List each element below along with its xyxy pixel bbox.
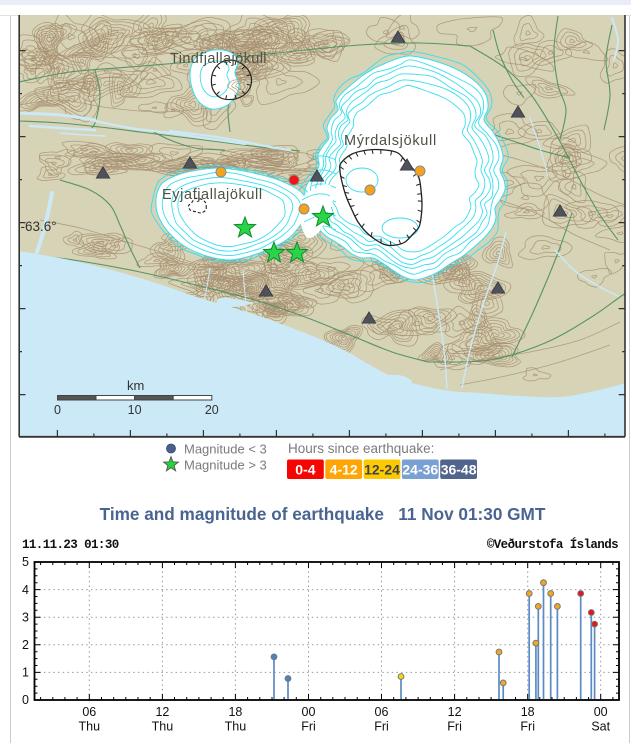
svg-text:Fri: Fri	[447, 720, 462, 734]
svg-text:5: 5	[22, 555, 29, 569]
svg-text:©Veðurstofa Íslands: ©Veðurstofa Íslands	[487, 537, 618, 552]
svg-text:2: 2	[22, 638, 29, 652]
svg-text:km: km	[127, 378, 144, 393]
svg-text:4-12: 4-12	[330, 462, 358, 478]
svg-text:Tindfjallajökull: Tindfjallajökull	[170, 51, 267, 67]
svg-text:00: 00	[594, 705, 608, 719]
svg-text:Sat: Sat	[591, 720, 610, 734]
svg-text:Thu: Thu	[225, 720, 247, 734]
svg-text:10: 10	[128, 403, 142, 417]
svg-text:0-4: 0-4	[295, 462, 315, 478]
svg-text:4: 4	[22, 583, 29, 597]
svg-text:1: 1	[22, 666, 29, 680]
svg-text:18: 18	[521, 705, 535, 719]
svg-text:Fri: Fri	[374, 720, 389, 734]
svg-text:-63.6°: -63.6°	[21, 219, 57, 234]
svg-text:20: 20	[205, 403, 219, 417]
svg-text:Magnitude > 3: Magnitude > 3	[184, 458, 267, 473]
svg-text:Fri: Fri	[301, 720, 316, 734]
svg-text:Eyjafjallajökull: Eyjafjallajökull	[162, 187, 263, 203]
svg-text:Hours since earthquake:: Hours since earthquake:	[288, 441, 434, 456]
svg-text:Time and magnitude of earthqua: Time and magnitude of earthquake 11 Nov …	[100, 504, 546, 524]
svg-text:Thu: Thu	[152, 720, 174, 734]
svg-text:12: 12	[155, 705, 169, 719]
svg-text:0: 0	[54, 403, 61, 417]
svg-text:0: 0	[22, 693, 29, 707]
svg-text:24-36: 24-36	[402, 462, 438, 478]
svg-text:06: 06	[375, 705, 389, 719]
svg-text:Magnitude < 3: Magnitude < 3	[184, 442, 267, 457]
svg-text:18: 18	[228, 705, 242, 719]
svg-text:Mýrdalsjökull: Mýrdalsjökull	[344, 133, 437, 149]
svg-text:11.11.23 01:30: 11.11.23 01:30	[22, 538, 119, 552]
svg-text:36-48: 36-48	[441, 462, 477, 478]
svg-text:06: 06	[82, 705, 96, 719]
svg-text:3: 3	[22, 610, 29, 624]
svg-text:00: 00	[302, 705, 316, 719]
svg-text:Thu: Thu	[79, 720, 101, 734]
svg-text:12: 12	[448, 705, 462, 719]
svg-text:Fri: Fri	[520, 720, 535, 734]
svg-text:12-24: 12-24	[364, 462, 400, 478]
